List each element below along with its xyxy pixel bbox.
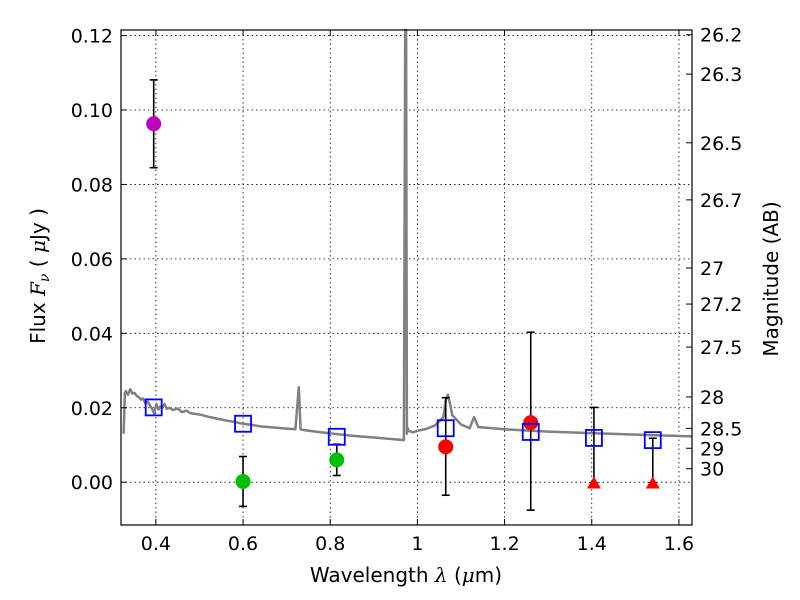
mag-tick-label: 27.2 bbox=[700, 294, 742, 316]
model-photometry-square bbox=[234, 414, 252, 433]
mag-tick-label: 30 bbox=[700, 459, 724, 481]
mag-tick-label: 28 bbox=[700, 387, 724, 409]
data-point bbox=[146, 116, 162, 132]
model-spectrum-line bbox=[122, 28, 693, 442]
mag-tick-label: 26.3 bbox=[700, 64, 742, 86]
model-photometry-square bbox=[521, 423, 540, 441]
mag-tick-label: 26.2 bbox=[700, 25, 742, 47]
y-tick-label: 0.10 bbox=[71, 100, 113, 122]
data-point bbox=[438, 439, 454, 455]
x-tick-label: 0.6 bbox=[228, 533, 258, 555]
model-photometry-square bbox=[144, 398, 163, 417]
model-spectrum-layer bbox=[122, 28, 693, 442]
x-tick-label: 1 bbox=[411, 533, 423, 555]
labels: Wavelength λ (μm) Flux Fν ( μJy ) Magnit… bbox=[26, 201, 783, 587]
model-photometry-square bbox=[585, 429, 603, 447]
x-tick-label: 0.4 bbox=[141, 533, 171, 555]
x-tick-label: 1.2 bbox=[489, 533, 519, 555]
mag-tick-label: 28.5 bbox=[700, 418, 742, 440]
upper-limit-triangle bbox=[586, 476, 601, 489]
plot-frame bbox=[120, 29, 693, 526]
y-tick-label: 0.04 bbox=[71, 323, 113, 345]
x-tick-label: 1.6 bbox=[664, 533, 694, 555]
y-axis-label-left: Flux Fν ( μJy ) bbox=[26, 208, 53, 344]
mag-tick-label: 26.7 bbox=[700, 190, 742, 212]
y-tick-label: 0.08 bbox=[71, 174, 113, 196]
x-tick-label: 1.4 bbox=[577, 533, 607, 555]
data-point bbox=[523, 415, 539, 431]
data-markers bbox=[144, 116, 662, 489]
y-tick-label: 0.06 bbox=[71, 249, 113, 271]
model-photometry-square bbox=[436, 419, 455, 438]
y-tick-label: 0.00 bbox=[71, 472, 113, 494]
data-point bbox=[329, 452, 345, 468]
y-tick-label: 0.02 bbox=[71, 398, 113, 420]
x-tick-label: 0.8 bbox=[315, 533, 345, 555]
axes: 0.4 0.6 0.8 1 1.2 1.4 1.6 0.00 0.02 0.04 0.06 0.08 0… bbox=[71, 25, 743, 555]
mag-tick-label: 27 bbox=[700, 258, 724, 280]
x-axis-label: Wavelength λ (μm) bbox=[310, 563, 502, 587]
model-photometry-square bbox=[643, 431, 662, 450]
grid bbox=[121, 30, 692, 525]
mag-tick-label: 27.5 bbox=[700, 337, 742, 359]
y-tick-label: 0.12 bbox=[71, 26, 113, 48]
mag-tick-label: 29 bbox=[700, 438, 724, 460]
upper-limit-triangle bbox=[645, 476, 660, 489]
y-axis-label-right: Magnitude (AB) bbox=[759, 201, 783, 356]
model-photometry-square bbox=[327, 427, 346, 446]
data-point bbox=[235, 473, 251, 489]
mag-tick-label: 26.5 bbox=[700, 133, 742, 155]
